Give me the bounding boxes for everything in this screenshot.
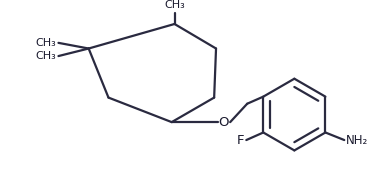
Text: CH₃: CH₃ — [36, 38, 57, 48]
Text: CH₃: CH₃ — [36, 51, 57, 61]
Text: O: O — [218, 116, 229, 129]
Text: CH₃: CH₃ — [164, 0, 185, 10]
Text: F: F — [237, 134, 244, 147]
Text: NH₂: NH₂ — [346, 134, 368, 147]
